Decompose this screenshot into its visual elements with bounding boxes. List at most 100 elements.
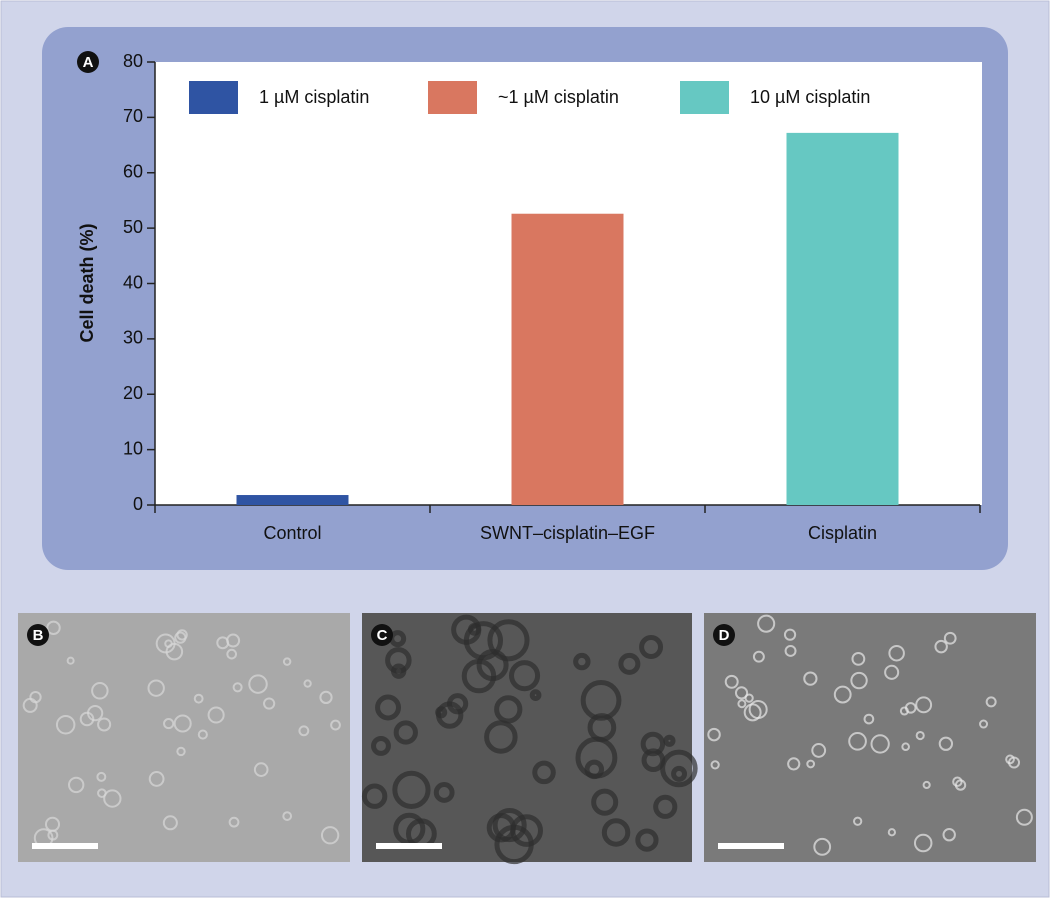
cell [484, 720, 518, 754]
cell [385, 647, 412, 674]
bar [236, 495, 349, 505]
cell [640, 731, 666, 757]
cell [653, 794, 678, 819]
cell [904, 702, 917, 714]
cell [757, 614, 776, 633]
x-tick-label: Control [263, 523, 321, 543]
cell [851, 651, 866, 666]
cell [660, 749, 698, 788]
cell [529, 689, 542, 701]
cell [487, 619, 530, 662]
cell [884, 664, 900, 680]
panel-badge [371, 624, 393, 646]
cell [573, 652, 591, 671]
cell [207, 706, 225, 724]
cell [744, 693, 754, 703]
cell [743, 703, 762, 722]
cell [47, 829, 59, 841]
cell [320, 826, 340, 845]
cell [922, 780, 931, 790]
cell [915, 696, 933, 714]
cell [888, 644, 905, 662]
cell [938, 736, 954, 751]
cell [641, 748, 666, 773]
legend-swatch [189, 81, 238, 114]
cell [734, 686, 749, 700]
cell [783, 628, 797, 641]
cell [601, 818, 631, 847]
micrograph [18, 613, 350, 862]
cell [103, 789, 122, 808]
y-axis-label: Cell death (%) [77, 223, 97, 342]
cell [811, 743, 827, 758]
cell [461, 658, 497, 694]
cell [787, 757, 801, 771]
panel-label: A [83, 54, 94, 71]
y-tick-label: 30 [123, 328, 143, 348]
cell [148, 771, 165, 787]
y-tick-label: 0 [133, 494, 143, 514]
cell [1005, 754, 1015, 765]
cell [263, 697, 276, 710]
cell [392, 770, 431, 809]
cell [752, 650, 765, 663]
y-tick-label: 20 [123, 383, 143, 403]
cell [784, 644, 797, 657]
scale-bar [376, 843, 442, 849]
cell [193, 693, 204, 704]
cell [942, 828, 956, 842]
cell [197, 729, 208, 740]
cell [433, 782, 455, 803]
cell [298, 725, 310, 737]
cell [226, 648, 238, 660]
cell [575, 736, 618, 779]
legend-label: 1 µM cisplatin [259, 87, 369, 107]
cell [91, 682, 109, 700]
cell [375, 694, 402, 721]
cell [371, 735, 391, 756]
cell [232, 682, 243, 693]
cell [446, 693, 469, 715]
cell [330, 719, 341, 731]
cell [848, 731, 867, 751]
cell [319, 690, 333, 705]
cell [580, 679, 622, 721]
bar [511, 213, 624, 506]
y-tick-label: 10 [123, 438, 143, 458]
cell [173, 714, 192, 733]
cell [361, 783, 388, 809]
cell [591, 788, 619, 816]
cell [494, 695, 523, 724]
cell [391, 663, 407, 679]
cell [863, 713, 875, 725]
micrograph [704, 613, 1036, 862]
cell [509, 660, 541, 692]
cell [833, 685, 852, 704]
cell [952, 776, 963, 787]
bar [786, 132, 899, 505]
legend-label: 10 µM cisplatin [750, 87, 870, 107]
cell [228, 816, 240, 828]
y-tick-label: 50 [123, 217, 143, 237]
cell [915, 730, 925, 741]
cell [163, 718, 175, 730]
scale-bar [32, 843, 98, 849]
cell [985, 696, 997, 708]
cell [663, 734, 676, 747]
cell [850, 671, 868, 690]
cell [913, 833, 933, 853]
legend-swatch [680, 81, 729, 114]
panel-badge [713, 624, 735, 646]
x-tick-label: SWNT–cisplatin–EGF [480, 523, 655, 543]
cell [671, 765, 688, 782]
cell [435, 706, 448, 719]
cell [532, 760, 556, 785]
cell [943, 631, 957, 645]
cell [68, 776, 85, 794]
cell [724, 674, 739, 689]
cell [803, 671, 818, 686]
cell [901, 742, 910, 752]
panel-label: C [377, 627, 388, 644]
panel-badge [27, 624, 49, 646]
